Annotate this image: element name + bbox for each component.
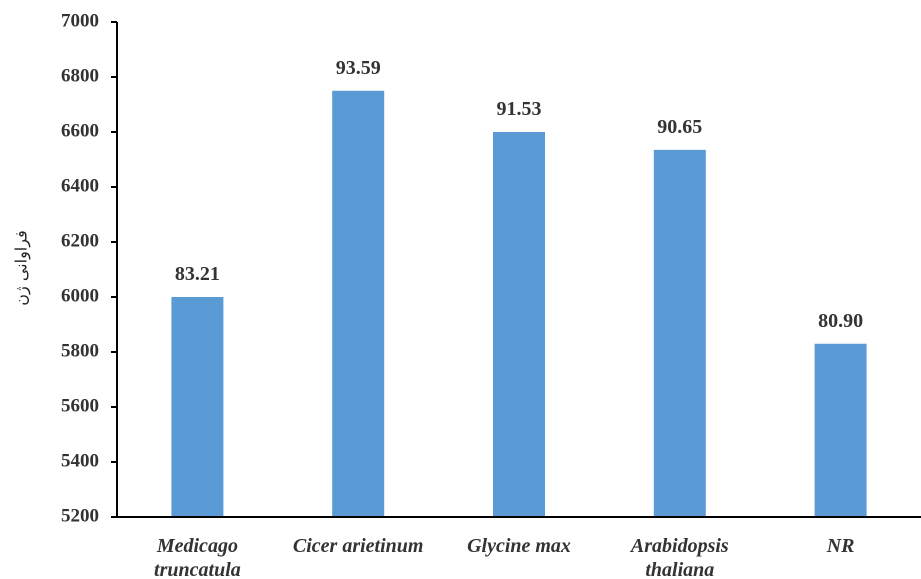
x-tick-label: Cicer arietinum — [293, 535, 424, 557]
data-label: 91.53 — [497, 98, 542, 120]
y-tick-label: 5200 — [61, 505, 99, 526]
bar — [332, 90, 385, 517]
data-label: 80.90 — [818, 310, 863, 332]
y-tick-label: 5800 — [61, 340, 99, 361]
y-tick-label: 5400 — [61, 450, 99, 471]
bars-group — [171, 90, 867, 517]
y-axis-ticks: 5200 5400 5600 5800 6000 6200 6400 6600 6800 7000 — [61, 10, 117, 526]
y-tick-label: 6600 — [61, 120, 99, 141]
bar — [814, 343, 867, 517]
x-tick-label: thaliana — [645, 559, 714, 579]
y-tick-label: 6800 — [61, 65, 99, 86]
bar — [493, 132, 545, 517]
x-tick-label: Medicago — [156, 535, 238, 557]
data-label: 83.21 — [175, 263, 220, 285]
value-labels-group: 83.21 93.59 91.53 90.65 80.90 — [175, 57, 863, 332]
x-tick-label: Arabidopsis — [629, 535, 729, 557]
y-tick-label: 7000 — [61, 10, 99, 31]
y-tick-label: 6000 — [61, 285, 99, 306]
x-tick-label: Glycine max — [467, 535, 571, 557]
y-tick-label: 5600 — [61, 395, 99, 416]
x-tick-label: truncatula — [154, 559, 241, 579]
y-axis-title: فراوانی ژن — [12, 230, 32, 305]
x-tick-label: NR — [826, 535, 855, 557]
data-label: 90.65 — [657, 116, 702, 138]
bar — [171, 297, 224, 517]
data-label: 93.59 — [336, 57, 381, 79]
y-tick-label: 6400 — [61, 175, 99, 196]
y-tick-label: 6200 — [61, 230, 99, 251]
bar — [653, 149, 706, 517]
